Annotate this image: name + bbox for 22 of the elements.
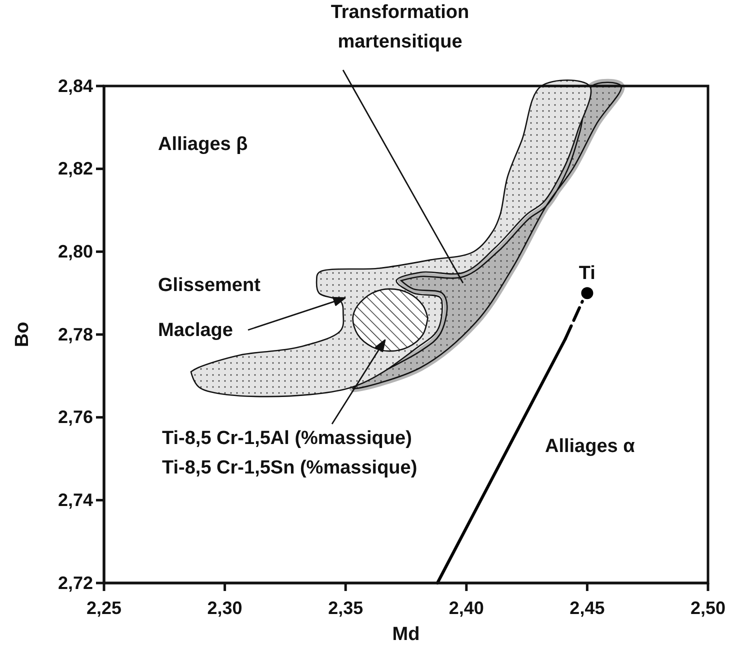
y-tick-label: 2,84 xyxy=(58,76,93,96)
x-tick-label: 2,45 xyxy=(570,598,605,618)
x-tick-label: 2,50 xyxy=(690,598,726,618)
x-axis-title: Md xyxy=(392,624,420,645)
text: Transformation martensitique xyxy=(330,2,470,52)
y-axis-title: Bo xyxy=(12,322,33,348)
x-tick-label: 2,25 xyxy=(86,598,122,618)
annotation: Glissement xyxy=(158,275,262,296)
y-tick-label: 2,74 xyxy=(58,490,93,510)
y-tick-label: 2,72 xyxy=(58,572,93,593)
x-tick-label: 2,40 xyxy=(448,598,484,618)
annotation: Maclage xyxy=(158,320,233,341)
y-tick-label: 2,76 xyxy=(58,407,93,428)
x-tick-label: 2,30 xyxy=(207,598,242,618)
annotation: Alliages α xyxy=(545,436,636,457)
y-tick-label: 2,82 xyxy=(58,158,93,179)
annotation: Ti-8,5 Cr-1,5Al (%massique) Ti-8,5 Cr-1,5Sn (%massique) xyxy=(162,428,418,478)
y-tick-label: 2,80 xyxy=(58,241,93,262)
annotation: Alliages β xyxy=(158,134,248,155)
x-tick-label: 2,35 xyxy=(328,598,364,618)
series-label: Ti xyxy=(578,263,596,284)
y-tick-label: 2,78 xyxy=(58,324,93,344)
